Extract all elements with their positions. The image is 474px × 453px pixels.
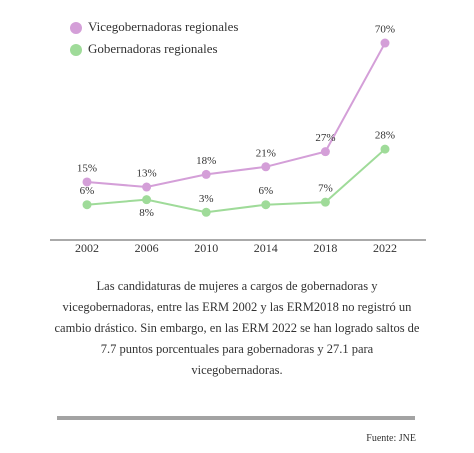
note-line: vicegobernadoras, entre las ERM 2002 y l… (62, 300, 412, 314)
data-point (142, 195, 152, 205)
note-line: cambio drástico. Sin embargo, en las ERM… (54, 321, 420, 335)
data-label: 7% (318, 183, 333, 195)
data-label: 28% (375, 130, 395, 142)
data-point (201, 207, 211, 217)
legend-label: Gobernadoras regionales (88, 41, 218, 56)
x-tick-label: 2018 (313, 241, 337, 255)
data-point (82, 200, 92, 210)
data-label: 21% (256, 147, 276, 159)
x-tick-label: 2014 (254, 241, 278, 255)
divider (57, 416, 415, 420)
data-point (142, 182, 152, 192)
data-label: 70% (375, 24, 395, 36)
data-point (380, 144, 390, 154)
x-tick-label: 2002 (75, 241, 99, 255)
chart: 2002 2006 2010 2014 2018 2022 Vicegobernadoras… (50, 19, 426, 255)
source: Fuente: JNE (366, 433, 416, 444)
note-line: 7.7 puntos porcentuales para gobernadora… (100, 342, 374, 356)
data-point (320, 197, 330, 207)
note-line: vicegobernadoras. (191, 363, 283, 377)
data-label: 15% (77, 162, 97, 174)
data-point (261, 162, 271, 172)
data-point (261, 200, 271, 210)
data-point (201, 169, 211, 179)
data-label: 18% (196, 155, 216, 167)
data-label: 13% (137, 168, 157, 180)
note-line: Las candidaturas de mujeres a cargos de … (96, 279, 378, 293)
legend-marker (70, 22, 82, 34)
legend-label: Vicegobernadoras regionales (88, 19, 238, 34)
x-tick-label: 2010 (194, 241, 218, 255)
data-label: 8% (139, 207, 154, 219)
data-label: 6% (258, 185, 273, 197)
data-point (82, 177, 92, 187)
data-label: 27% (315, 132, 335, 144)
x-tick-label: 2006 (135, 241, 159, 255)
series-line (86, 148, 386, 214)
data-point (380, 38, 390, 48)
data-label: 6% (80, 185, 95, 197)
data-point (320, 147, 330, 157)
note: Las candidaturas de mujeres a cargos de … (40, 276, 434, 381)
series-line (86, 42, 386, 189)
legend-marker (70, 44, 82, 56)
x-tick-label: 2022 (373, 241, 397, 255)
data-label: 3% (199, 193, 214, 205)
